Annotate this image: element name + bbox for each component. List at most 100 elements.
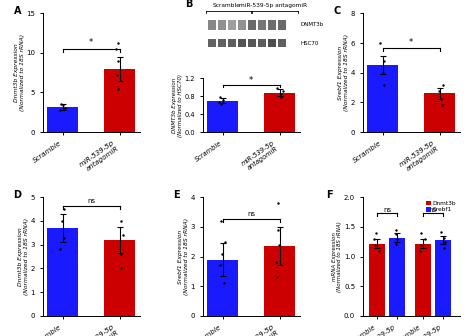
- Point: [117, 251, 125, 257]
- Text: E: E: [173, 190, 180, 200]
- Point: [279, 88, 286, 94]
- Y-axis label: Srebf1 Expression
(Normalized to 18S rRNA): Srebf1 Expression (Normalized to 18S rRN…: [178, 218, 189, 295]
- Text: ns: ns: [87, 198, 95, 204]
- Point: [440, 245, 448, 250]
- Bar: [237, 39, 246, 47]
- Bar: [264, 246, 295, 316]
- Point: [377, 40, 384, 46]
- Point: [273, 275, 281, 280]
- Y-axis label: Dnmt3b Expression
(Normalized to 18S rRNA): Dnmt3b Expression (Normalized to 18S rRN…: [14, 34, 25, 111]
- Y-axis label: Srebf1 Expression
(Normalized to 18S rRNA): Srebf1 Expression (Normalized to 18S rRN…: [338, 34, 349, 111]
- Y-axis label: Dnmt3b Expression
(Normalized to 18S rRNA): Dnmt3b Expression (Normalized to 18S rRN…: [18, 218, 29, 295]
- Point: [117, 266, 125, 271]
- Point: [392, 231, 400, 237]
- Bar: [247, 39, 256, 47]
- Point: [218, 218, 225, 224]
- Bar: [47, 228, 78, 316]
- Point: [277, 94, 285, 100]
- Text: C: C: [334, 6, 341, 16]
- Point: [216, 94, 224, 100]
- Point: [372, 242, 379, 247]
- Point: [441, 235, 448, 240]
- Bar: [228, 20, 236, 30]
- Bar: [415, 244, 431, 316]
- Point: [417, 248, 424, 253]
- Point: [379, 70, 387, 75]
- Point: [58, 218, 65, 224]
- Bar: [435, 240, 451, 316]
- Point: [418, 230, 425, 236]
- Bar: [277, 20, 286, 30]
- Point: [115, 58, 122, 64]
- Text: B: B: [185, 0, 192, 9]
- Point: [112, 46, 120, 52]
- Point: [371, 236, 378, 242]
- Bar: [247, 20, 256, 30]
- Bar: [367, 65, 399, 132]
- Bar: [277, 39, 286, 47]
- Bar: [218, 39, 226, 47]
- Point: [438, 97, 445, 102]
- Legend: Dnmt3b, Srebf1: Dnmt3b, Srebf1: [426, 200, 457, 213]
- Point: [115, 86, 122, 91]
- Text: Scramble: Scramble: [213, 3, 241, 8]
- Text: *: *: [409, 38, 413, 47]
- Text: *: *: [249, 76, 253, 85]
- Point: [437, 229, 445, 234]
- Point: [440, 82, 447, 87]
- Bar: [267, 20, 276, 30]
- Point: [273, 86, 281, 91]
- Bar: [237, 20, 246, 30]
- Bar: [228, 39, 236, 47]
- Point: [438, 103, 446, 108]
- Bar: [104, 240, 135, 316]
- Point: [219, 251, 226, 256]
- Text: D: D: [14, 190, 21, 200]
- Point: [272, 260, 280, 265]
- Point: [114, 41, 121, 46]
- Bar: [207, 101, 238, 132]
- Point: [59, 102, 67, 108]
- Bar: [424, 93, 456, 132]
- Point: [117, 218, 125, 224]
- Bar: [257, 20, 266, 30]
- Point: [380, 82, 388, 87]
- Point: [57, 101, 64, 106]
- Point: [393, 236, 401, 242]
- Point: [392, 227, 400, 233]
- Bar: [264, 93, 295, 132]
- Bar: [208, 39, 216, 47]
- Point: [375, 248, 383, 253]
- Bar: [104, 69, 135, 132]
- Point: [56, 107, 64, 113]
- Point: [274, 201, 282, 206]
- Point: [220, 281, 228, 286]
- Bar: [389, 238, 405, 316]
- Text: ns: ns: [383, 207, 391, 213]
- Bar: [267, 39, 276, 47]
- Y-axis label: mRNA Expression
(Normalized to 18S rRNA): mRNA Expression (Normalized to 18S rRNA): [332, 221, 343, 292]
- Point: [221, 239, 229, 244]
- Text: ns: ns: [428, 207, 437, 213]
- Point: [392, 241, 400, 246]
- Text: *: *: [89, 38, 93, 47]
- Point: [418, 242, 425, 247]
- Point: [217, 101, 225, 107]
- Bar: [218, 20, 226, 30]
- Point: [60, 206, 67, 212]
- Point: [421, 236, 429, 242]
- Point: [56, 247, 64, 252]
- Point: [435, 88, 442, 93]
- Point: [277, 91, 285, 97]
- Bar: [208, 20, 216, 30]
- Bar: [47, 107, 78, 132]
- Point: [60, 235, 68, 240]
- Point: [113, 73, 121, 78]
- Text: DNMT3b: DNMT3b: [301, 23, 324, 28]
- Point: [381, 58, 388, 64]
- Text: A: A: [14, 6, 21, 16]
- Y-axis label: DNMT3b Expression
(Normalized to HSC70): DNMT3b Expression (Normalized to HSC70): [172, 74, 183, 137]
- Point: [219, 97, 227, 102]
- Bar: [257, 39, 266, 47]
- Bar: [207, 259, 238, 316]
